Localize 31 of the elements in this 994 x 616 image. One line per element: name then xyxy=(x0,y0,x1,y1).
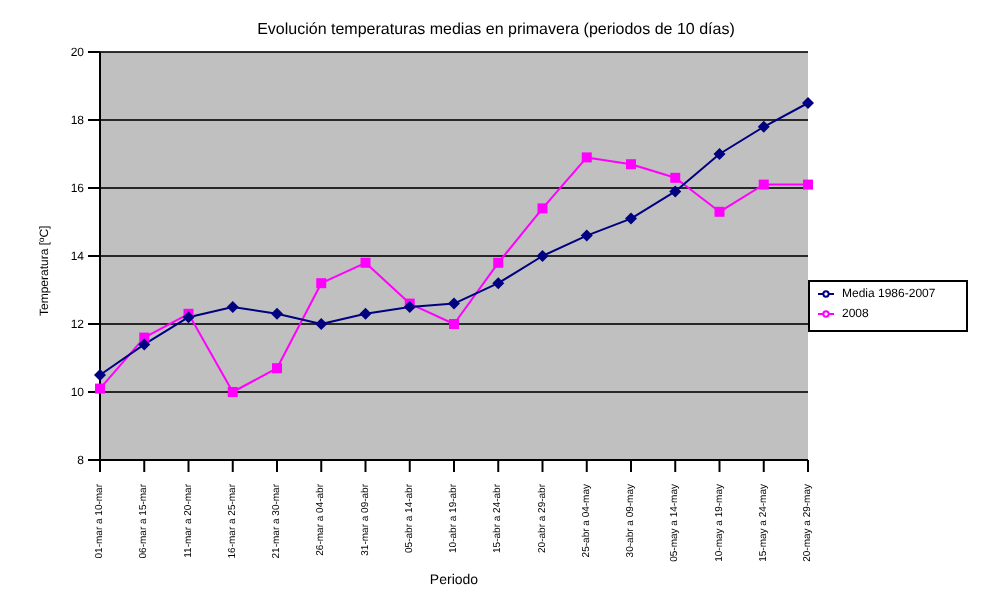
point xyxy=(670,172,681,183)
point xyxy=(316,278,327,289)
point xyxy=(580,229,593,242)
point xyxy=(493,257,504,268)
point xyxy=(226,301,239,313)
point xyxy=(625,212,637,225)
point xyxy=(758,179,769,190)
point xyxy=(714,206,725,217)
point xyxy=(138,338,151,351)
point xyxy=(802,97,814,109)
point xyxy=(713,148,726,160)
point xyxy=(182,311,195,324)
point xyxy=(757,120,770,133)
point xyxy=(537,203,548,214)
point xyxy=(359,307,372,320)
point xyxy=(581,152,592,163)
point xyxy=(271,307,283,320)
point xyxy=(360,257,371,268)
point xyxy=(94,369,106,381)
point xyxy=(626,159,636,170)
point xyxy=(95,383,105,394)
point xyxy=(449,319,459,329)
chart-title: Evolución temperaturas medias en primavera (periodos de 10 días) xyxy=(255,20,737,38)
point xyxy=(803,179,813,190)
point xyxy=(227,387,238,397)
point xyxy=(492,277,505,290)
point xyxy=(272,363,282,374)
point xyxy=(315,318,328,330)
point xyxy=(536,250,549,262)
point xyxy=(669,185,682,198)
point xyxy=(448,297,460,310)
